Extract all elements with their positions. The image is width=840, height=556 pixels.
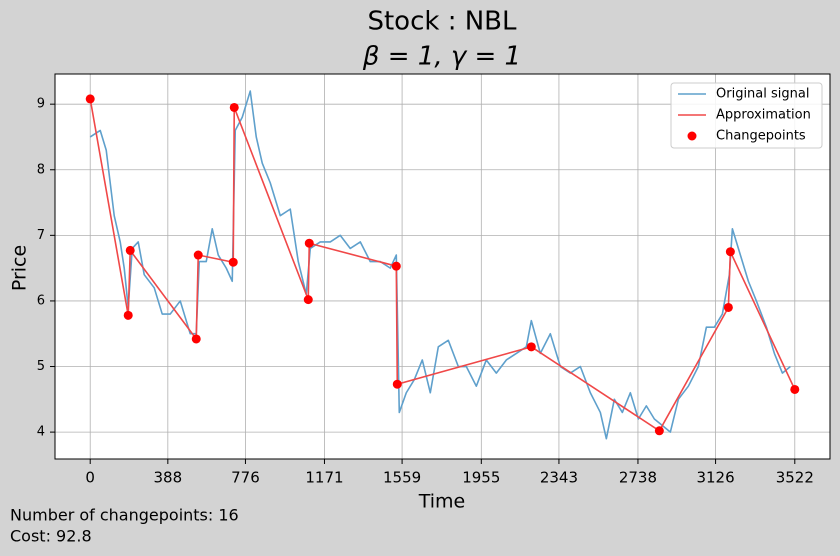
- plot-frame: [54, 73, 831, 460]
- x-tick-label: 3126: [696, 469, 734, 487]
- y-tick-label: 9: [37, 97, 45, 112]
- changepoint: [526, 342, 536, 352]
- legend-marker: [687, 131, 697, 141]
- y-tick-label: 8: [37, 162, 45, 177]
- changepoint: [123, 310, 133, 320]
- chart-subtitle: β = 1, γ = 1: [362, 42, 521, 72]
- legend-label: Approximation: [716, 108, 811, 123]
- legend-label: Changepoints: [716, 129, 806, 144]
- y-axis-label: Price: [9, 245, 31, 291]
- changepoint: [725, 247, 735, 257]
- changepoint: [392, 379, 402, 389]
- changepoint: [303, 295, 313, 305]
- changepoint: [85, 94, 95, 104]
- legend-label: Original signal: [716, 87, 809, 102]
- annotation: Cost: 92.8: [10, 527, 92, 546]
- x-tick-label: 776: [231, 469, 260, 487]
- chart-title: Stock : NBL: [367, 7, 517, 37]
- legend: Original signal Approximation Changepoints: [670, 82, 823, 149]
- changepoint: [391, 261, 401, 271]
- y-tick-label: 7: [37, 228, 45, 243]
- changepoint: [228, 257, 238, 267]
- changepoint: [125, 245, 135, 255]
- y-tick-label: 4: [37, 425, 45, 440]
- y-tick-label: 5: [37, 359, 45, 374]
- changepoint: [304, 238, 314, 248]
- x-tick-label: 1171: [305, 469, 343, 487]
- changepoint: [191, 334, 201, 344]
- legend-box: [670, 82, 823, 149]
- x-tick-label: 2343: [540, 469, 578, 487]
- x-tick-label: 2738: [619, 469, 657, 487]
- x-tick-label: 388: [154, 469, 183, 487]
- changepoint: [790, 384, 800, 394]
- annotation: Number of changepoints: 16: [10, 506, 239, 525]
- x-tick-label: 1559: [383, 469, 421, 487]
- series-line: [89, 98, 796, 432]
- changepoint: [229, 102, 239, 112]
- x-tick-label: 3522: [776, 469, 814, 487]
- changepoint: [723, 302, 733, 312]
- changepoint: [654, 426, 664, 436]
- x-axis-label: Time: [418, 491, 466, 513]
- changepoint: [193, 250, 203, 260]
- x-tick-label: 0: [85, 469, 95, 487]
- x-tick-label: 1955: [462, 469, 500, 487]
- y-tick-label: 6: [37, 293, 45, 308]
